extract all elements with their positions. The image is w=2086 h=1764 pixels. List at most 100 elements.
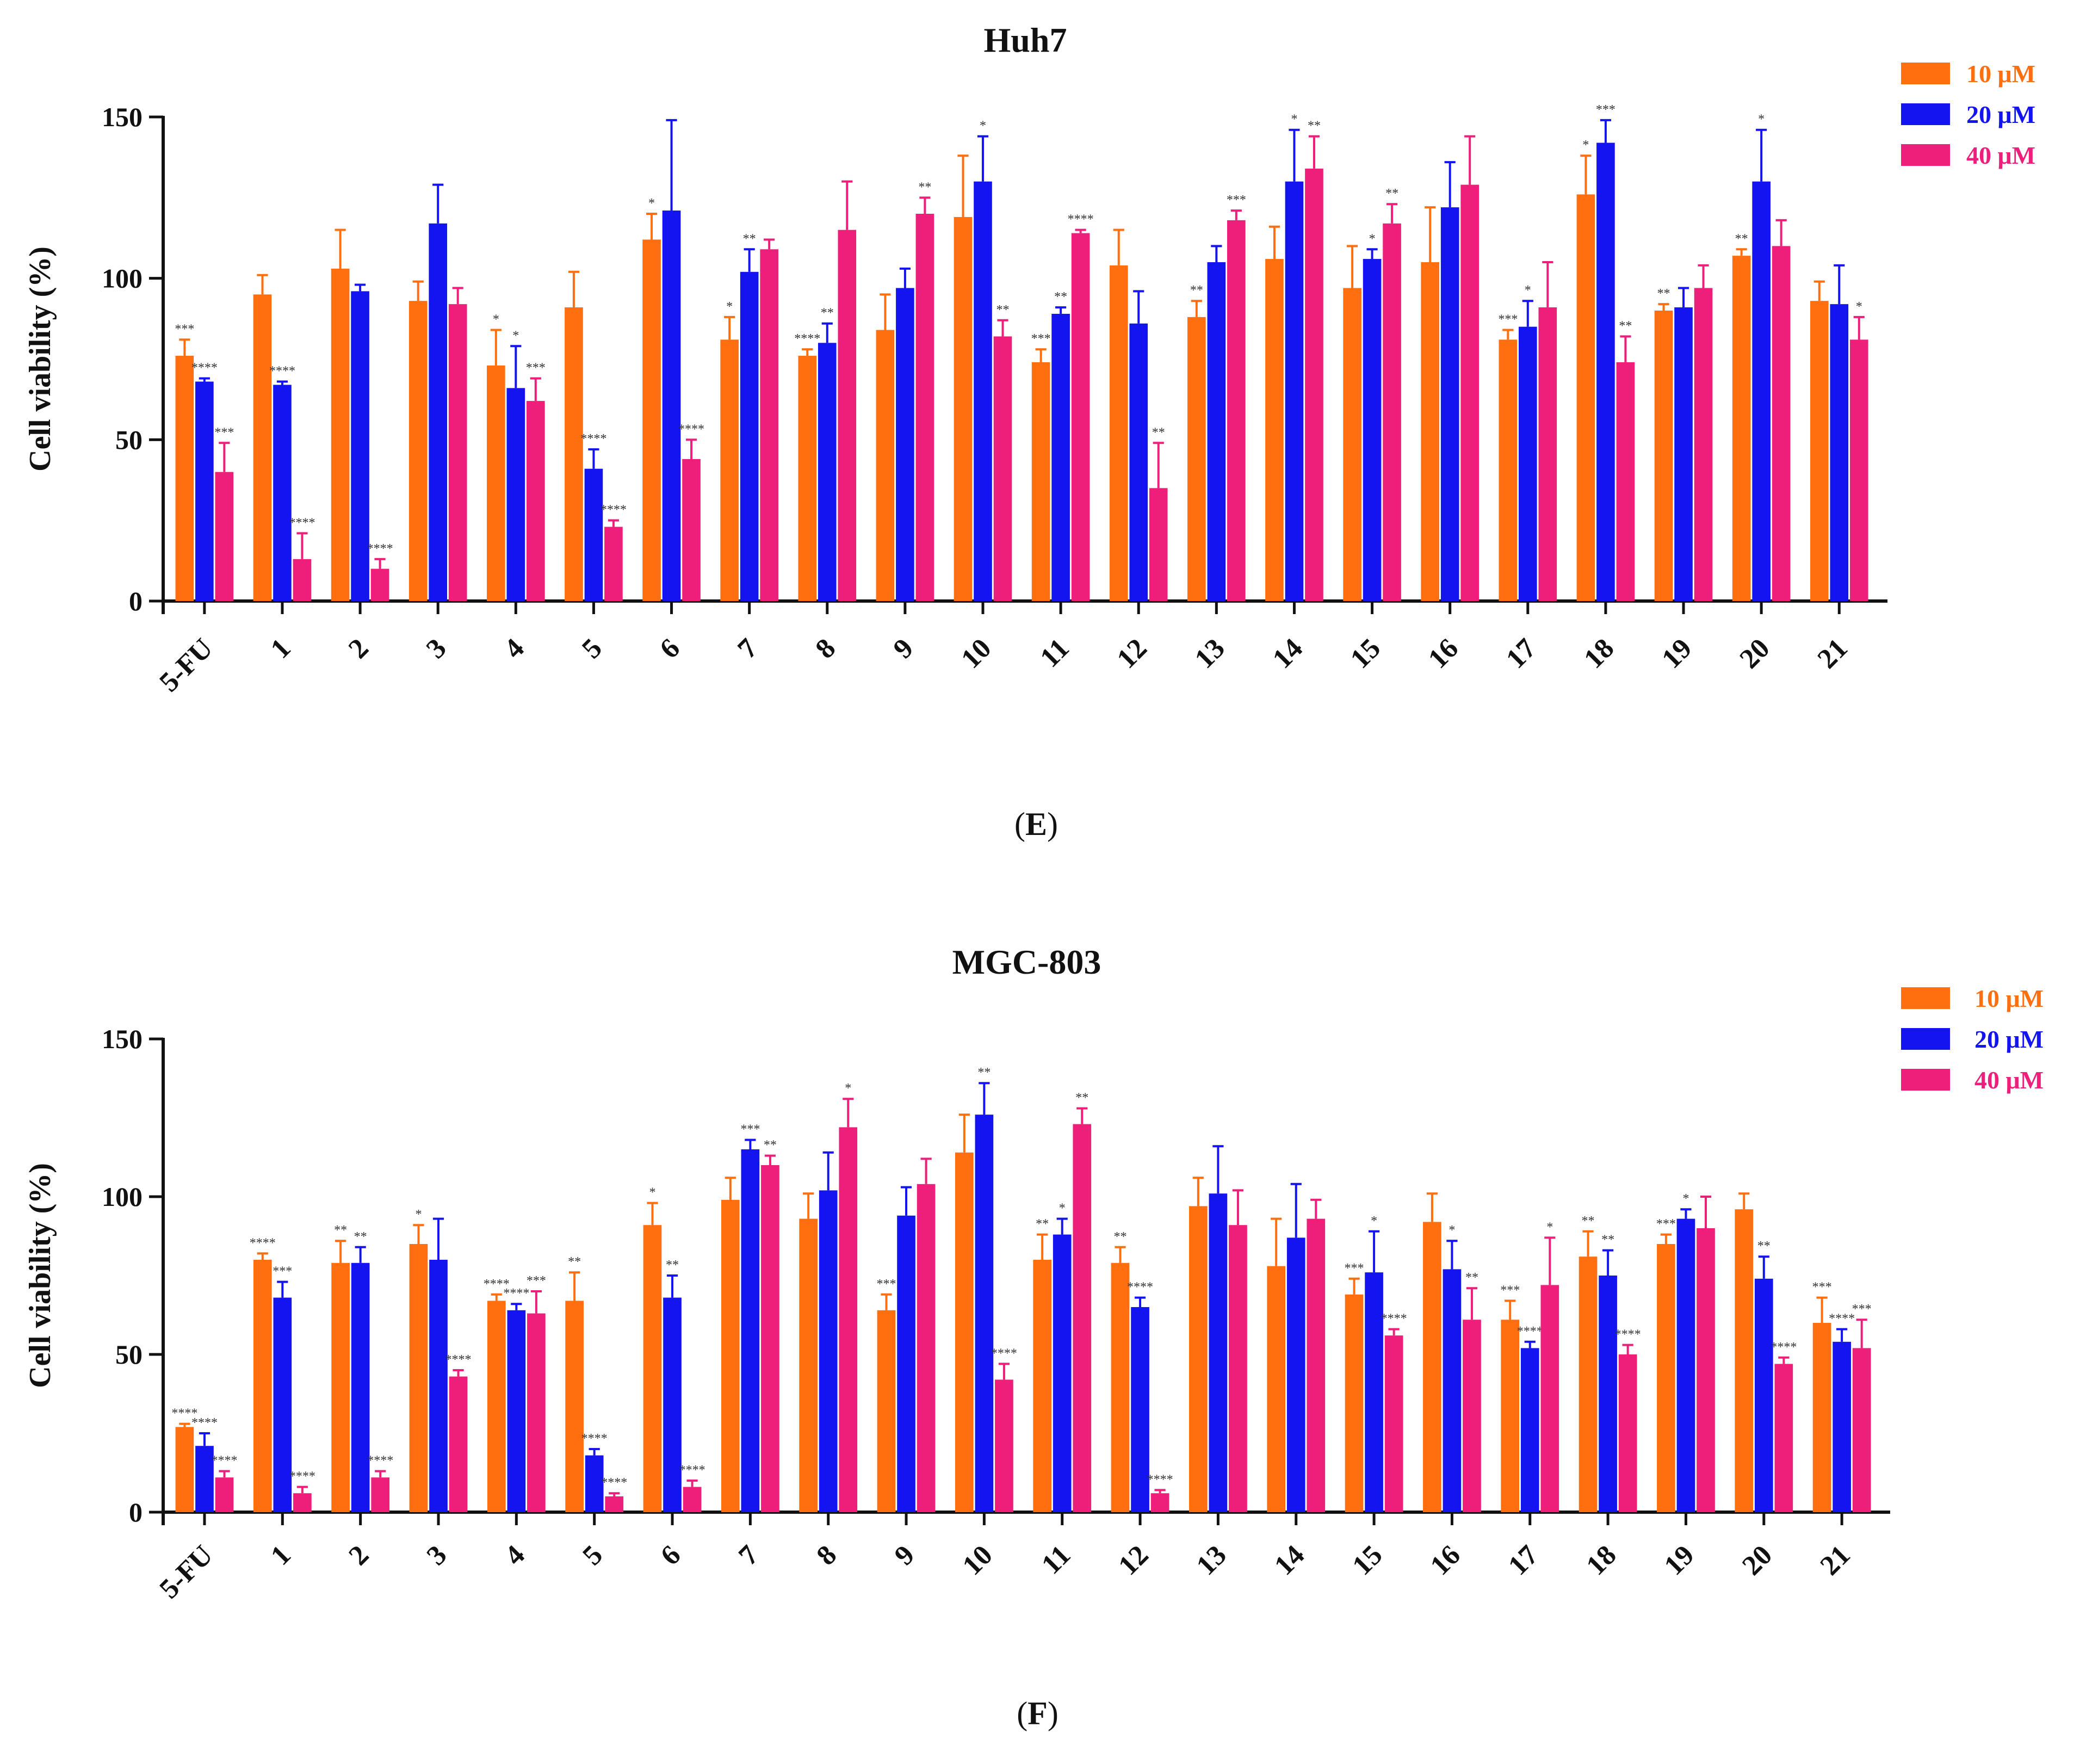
significance-label: *** bbox=[1596, 103, 1615, 117]
bar bbox=[954, 216, 973, 601]
legend-swatch bbox=[1901, 103, 1950, 125]
bar bbox=[993, 336, 1012, 601]
x-tick-label: 17 bbox=[1500, 633, 1542, 674]
bar bbox=[1735, 1209, 1754, 1512]
bar bbox=[293, 559, 312, 601]
y-axis-title: Cell viability (%) bbox=[23, 1163, 57, 1388]
bar bbox=[293, 1493, 312, 1512]
y-tick-label: 150 bbox=[102, 102, 143, 132]
bar bbox=[1267, 1266, 1286, 1512]
bar bbox=[642, 239, 661, 601]
x-tick-label: 12 bbox=[1111, 633, 1153, 674]
significance-label: ** bbox=[821, 306, 834, 320]
bar bbox=[1520, 1348, 1539, 1512]
x-tick-label: 19 bbox=[1656, 633, 1698, 674]
bar bbox=[1538, 307, 1557, 601]
bar bbox=[798, 356, 817, 601]
bar bbox=[1833, 1341, 1851, 1512]
legend-swatch bbox=[1901, 63, 1950, 84]
bar bbox=[449, 1376, 468, 1512]
bar bbox=[1286, 1237, 1305, 1512]
significance-label: ** bbox=[1619, 319, 1632, 333]
bar bbox=[331, 1262, 350, 1512]
legend-label: 10 μM bbox=[1966, 60, 2035, 88]
significance-label: **** bbox=[1381, 1312, 1407, 1326]
x-tick-label: 4 bbox=[498, 633, 530, 665]
bar bbox=[995, 1379, 1013, 1512]
significance-label: ** bbox=[1757, 1239, 1771, 1253]
significance-label: * bbox=[1582, 138, 1589, 152]
bar bbox=[507, 1310, 526, 1512]
bar bbox=[1440, 207, 1459, 602]
significance-label: ** bbox=[1190, 283, 1203, 298]
significance-label: * bbox=[512, 329, 519, 343]
bar bbox=[1774, 1364, 1793, 1512]
significance-label: * bbox=[1682, 1192, 1689, 1206]
bar bbox=[1365, 1272, 1383, 1512]
bar bbox=[838, 230, 857, 602]
bar bbox=[1518, 326, 1537, 601]
x-tick-label: 15 bbox=[1346, 1539, 1388, 1581]
significance-label: * bbox=[493, 313, 499, 327]
bar bbox=[1501, 1320, 1520, 1512]
bar bbox=[448, 304, 467, 601]
x-tick-label: 19 bbox=[1658, 1539, 1700, 1581]
significance-label: **** bbox=[171, 1407, 197, 1421]
significance-label: *** bbox=[526, 361, 546, 375]
y-tick-label: 100 bbox=[102, 263, 143, 294]
x-tick-label: 16 bbox=[1422, 633, 1464, 674]
x-tick-label: 7 bbox=[733, 1539, 765, 1571]
y-tick-label: 0 bbox=[129, 1497, 143, 1527]
significance-label: **** bbox=[1068, 213, 1094, 227]
bar bbox=[877, 1310, 896, 1512]
x-tick-label: 6 bbox=[654, 633, 686, 665]
x-tick-label: 8 bbox=[810, 633, 842, 665]
x-tick-label: 10 bbox=[955, 633, 997, 674]
bar bbox=[253, 294, 272, 601]
significance-label: *** bbox=[214, 425, 234, 440]
bar bbox=[975, 1115, 994, 1512]
x-tick-label: 1 bbox=[265, 633, 297, 665]
significance-label: **** bbox=[191, 1416, 218, 1430]
bar bbox=[604, 527, 623, 601]
bar bbox=[761, 1165, 779, 1512]
x-tick-label: 20 bbox=[1736, 1539, 1778, 1581]
x-tick-label: 4 bbox=[499, 1539, 531, 1571]
significance-label: ** bbox=[568, 1255, 581, 1269]
x-tick-label: 5 bbox=[577, 1539, 609, 1571]
bar bbox=[683, 1487, 702, 1512]
significance-label: * bbox=[845, 1081, 851, 1095]
significance-label: ** bbox=[764, 1138, 777, 1153]
significance-label: ** bbox=[1054, 290, 1067, 304]
significance-label: *** bbox=[1345, 1261, 1364, 1276]
x-tick-label: 18 bbox=[1581, 1539, 1623, 1581]
bar bbox=[741, 1149, 760, 1512]
bar bbox=[1697, 1228, 1715, 1512]
bar bbox=[1307, 1218, 1326, 1512]
significance-label: **** bbox=[1147, 1472, 1173, 1487]
significance-label: ** bbox=[1385, 187, 1398, 201]
x-tick-label: 14 bbox=[1268, 1539, 1310, 1581]
significance-label: *** bbox=[1227, 193, 1246, 207]
bar bbox=[643, 1225, 662, 1512]
significance-label: **** bbox=[289, 516, 315, 530]
significance-label: **** bbox=[991, 1346, 1017, 1360]
x-tick-label: 13 bbox=[1189, 633, 1231, 674]
significance-label: ** bbox=[1308, 119, 1321, 133]
bar bbox=[506, 388, 525, 601]
bar bbox=[662, 211, 681, 602]
bar bbox=[1073, 1124, 1092, 1512]
x-tick-label: 9 bbox=[889, 1539, 921, 1571]
significance-label: * bbox=[415, 1208, 422, 1222]
bar bbox=[915, 214, 934, 601]
x-tick-label: 15 bbox=[1345, 633, 1386, 674]
bar bbox=[429, 223, 448, 601]
bar bbox=[1499, 339, 1518, 601]
bar bbox=[1383, 223, 1401, 601]
bar bbox=[1129, 323, 1148, 601]
bar bbox=[1443, 1269, 1462, 1512]
significance-label: * bbox=[726, 300, 733, 314]
bar bbox=[1150, 1493, 1169, 1512]
